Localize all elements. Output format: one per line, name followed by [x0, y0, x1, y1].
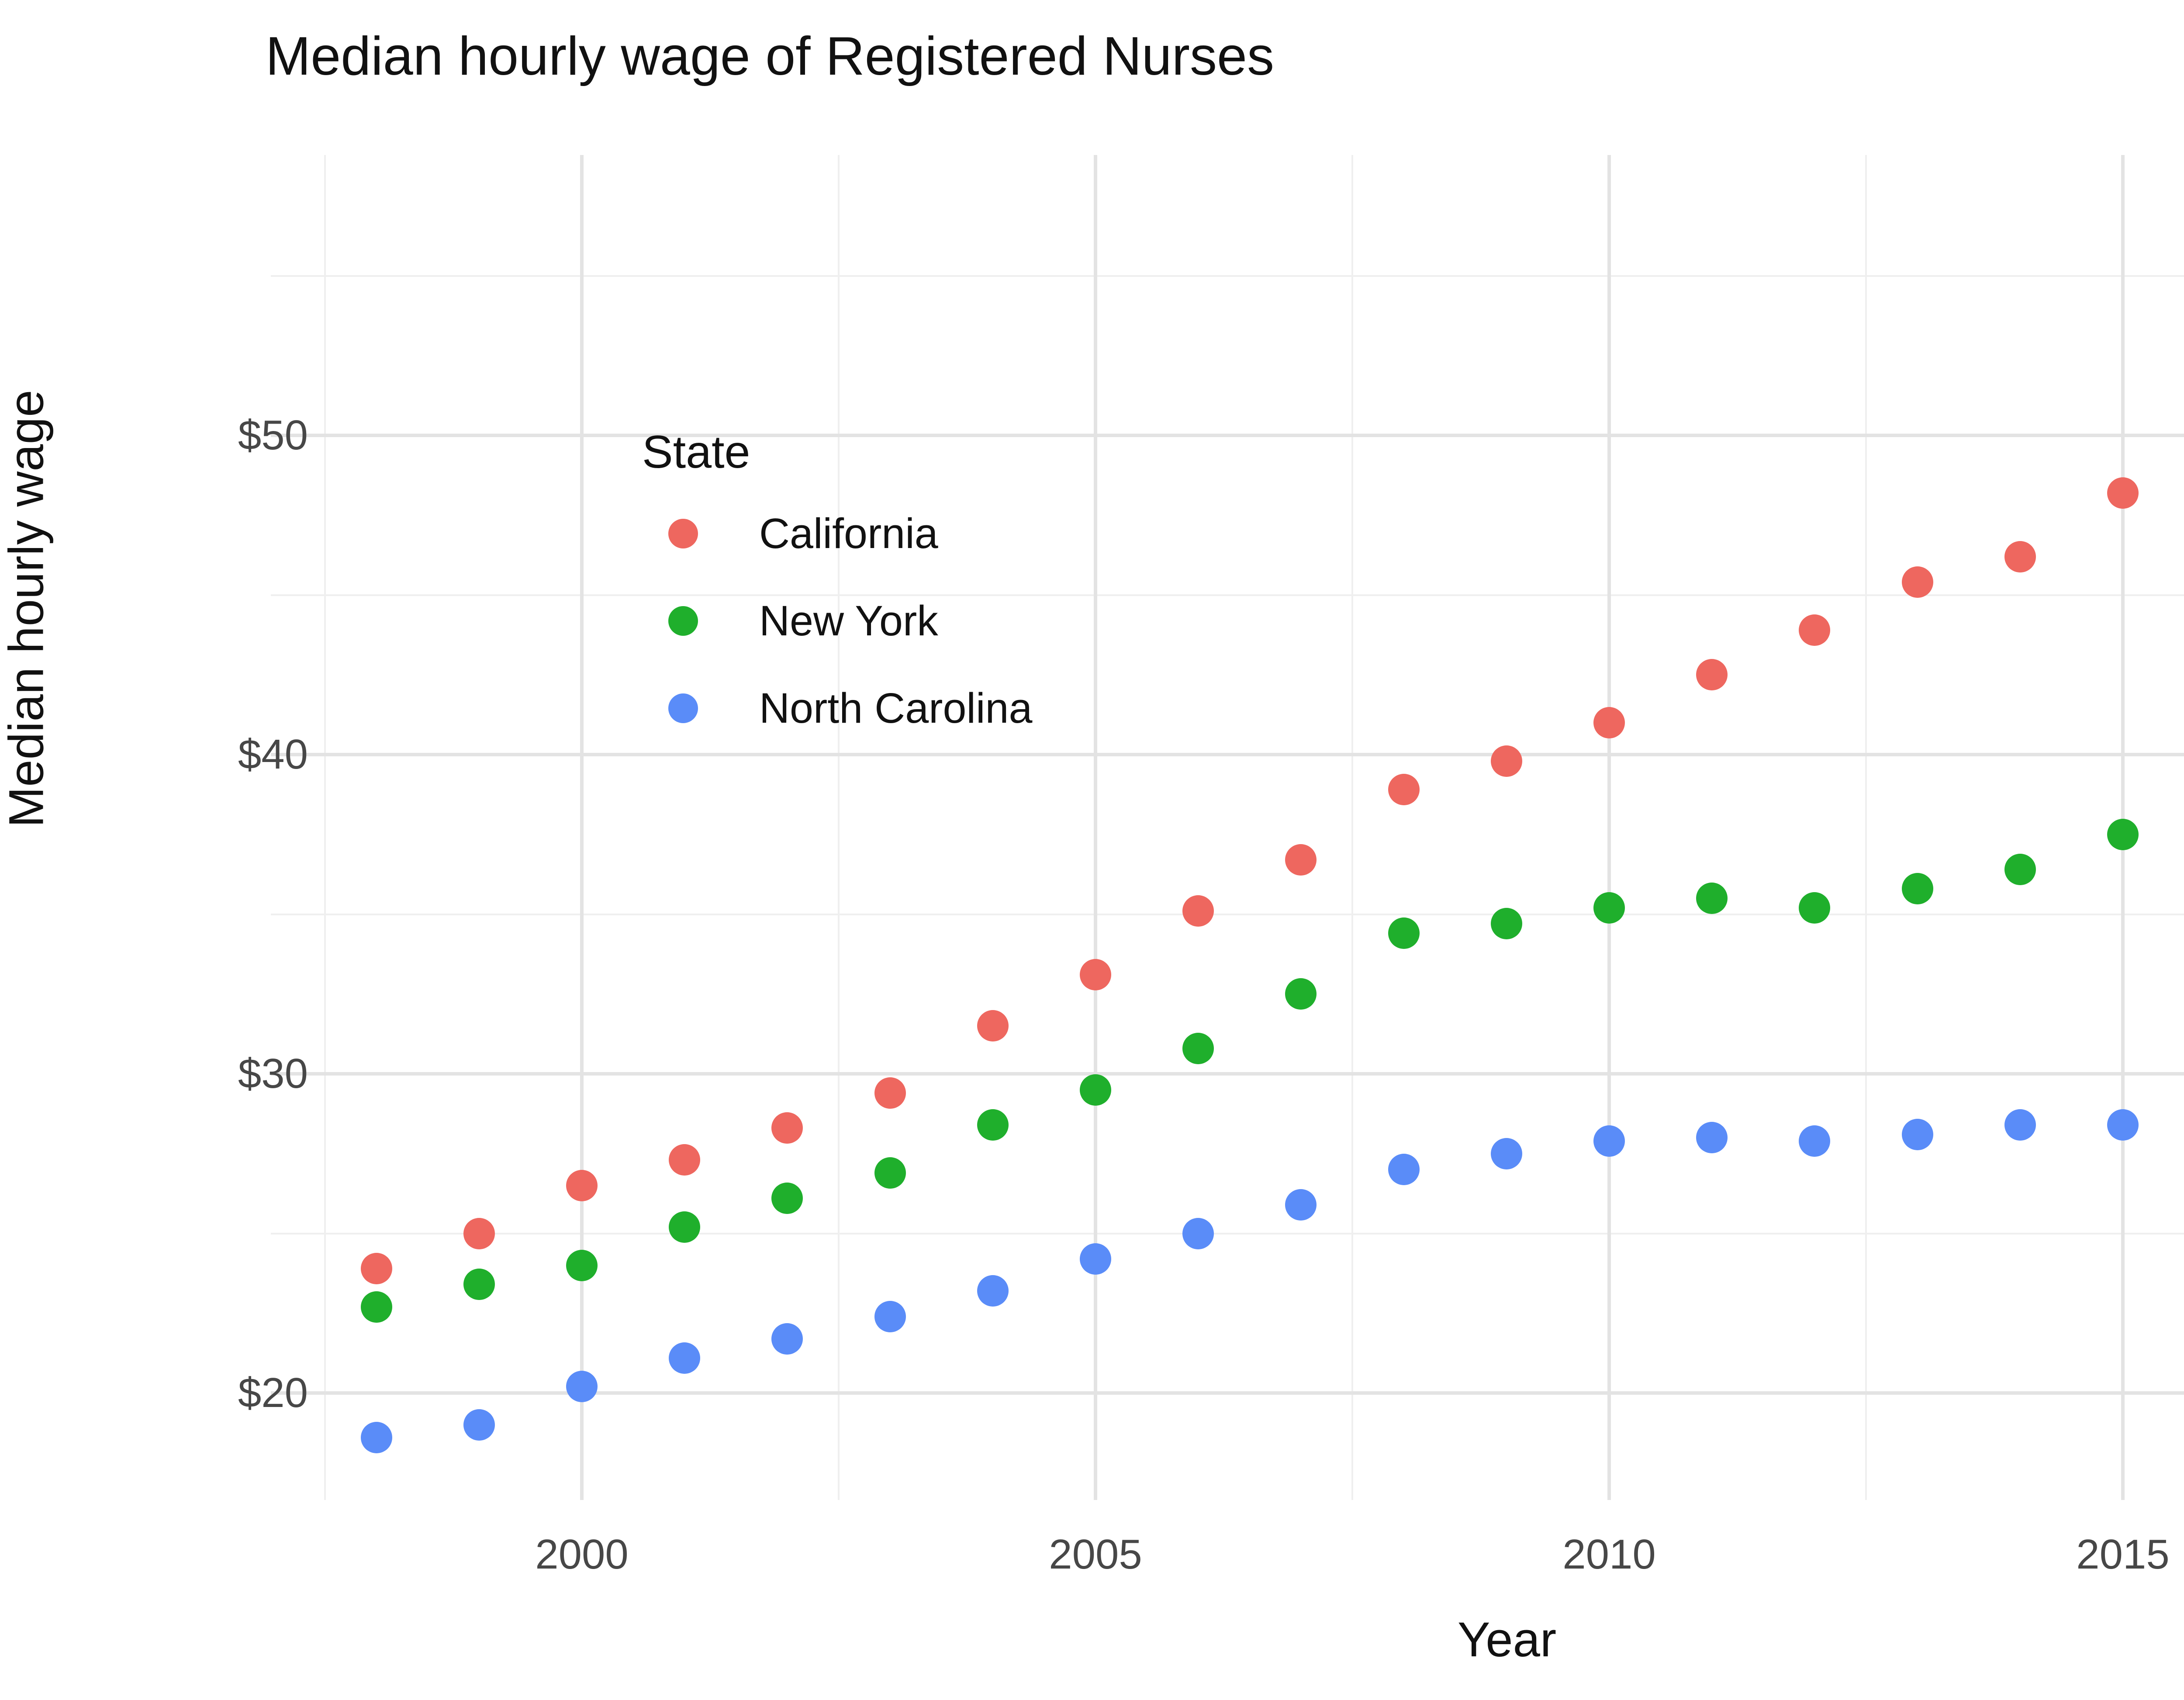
data-point: [1799, 1125, 1831, 1157]
data-point: [1490, 908, 1522, 940]
data-point: [977, 1010, 1009, 1042]
data-point: [1799, 892, 1831, 924]
x-tick-label: 2010: [1562, 1531, 1656, 1578]
data-point: [771, 1323, 803, 1355]
plot-panel: State California New York North Carolina: [271, 155, 2184, 1500]
data-point: [360, 1422, 392, 1454]
data-point: [566, 1249, 598, 1281]
data-point: [566, 1371, 598, 1403]
h-gridline-minor: [271, 594, 2184, 596]
legend-item: California: [642, 510, 1032, 557]
data-point: [463, 1269, 495, 1300]
v-gridline-minor: [838, 155, 840, 1500]
data-point: [360, 1291, 392, 1323]
h-gridline-major: [271, 434, 2184, 437]
data-point: [1593, 707, 1625, 738]
data-point: [2107, 818, 2139, 850]
data-point: [2107, 477, 2139, 509]
y-axis-title: Median hourly wage: [0, 390, 54, 828]
y-tick-label: $30: [238, 1050, 308, 1097]
h-gridline-major: [271, 1391, 2184, 1395]
legend-title: State: [642, 426, 750, 478]
data-point: [1901, 566, 1933, 598]
data-point: [1901, 1118, 1933, 1150]
data-point: [977, 1275, 1009, 1307]
data-point: [1182, 1217, 1214, 1249]
h-gridline-minor: [271, 275, 2184, 277]
data-point: [874, 1157, 906, 1189]
x-tick-label: 2005: [1049, 1531, 1142, 1578]
data-point: [463, 1217, 495, 1249]
chart-title: Median hourly wage of Registered Nurses: [266, 26, 1274, 86]
data-point: [2004, 854, 2036, 886]
data-point: [1901, 873, 1933, 905]
x-tick-label: 2015: [2076, 1531, 2170, 1578]
data-point: [874, 1300, 906, 1332]
data-point: [1388, 774, 1420, 806]
data-point: [566, 1169, 598, 1201]
data-point: [874, 1077, 906, 1109]
data-point: [669, 1342, 701, 1374]
legend-item: North Carolina: [642, 684, 1032, 732]
v-gridline-major: [1607, 155, 1611, 1500]
data-point: [2004, 1109, 2036, 1141]
legend-item-label: North Carolina: [759, 684, 1033, 732]
data-point: [1080, 1243, 1111, 1275]
data-point: [360, 1252, 392, 1284]
data-point: [771, 1183, 803, 1214]
y-tick-label: $40: [238, 731, 308, 778]
legend-item-label: New York: [759, 597, 938, 645]
v-gridline-major: [580, 155, 584, 1500]
data-point: [2004, 541, 2036, 572]
v-gridline-major: [1094, 155, 1097, 1500]
v-gridline-minor: [1865, 155, 1867, 1500]
h-gridline-minor: [271, 1232, 2184, 1234]
v-gridline-minor: [1351, 155, 1353, 1500]
data-point: [1388, 917, 1420, 949]
data-point: [1593, 892, 1625, 924]
data-point: [1182, 1032, 1214, 1064]
legend-item: New York: [642, 597, 1032, 645]
data-point: [1285, 1189, 1317, 1221]
data-point: [1080, 959, 1111, 991]
data-point: [669, 1211, 701, 1243]
h-gridline-major: [271, 753, 2184, 756]
data-point: [1285, 844, 1317, 876]
data-point: [1593, 1125, 1625, 1157]
data-point: [2107, 1109, 2139, 1141]
h-gridline-major: [271, 1072, 2184, 1076]
data-point: [1285, 978, 1317, 1010]
h-gridline-minor: [271, 913, 2184, 915]
data-point: [669, 1144, 701, 1176]
legend-swatch: [668, 519, 698, 548]
legend-swatch: [668, 606, 698, 636]
legend: State California New York North Carolina: [642, 426, 1032, 780]
data-point: [463, 1409, 495, 1441]
legend-item-label: California: [759, 510, 938, 557]
legend-items: California New York North Carolina: [642, 510, 1032, 732]
data-point: [1799, 614, 1831, 646]
x-tick-label: 2000: [535, 1531, 629, 1578]
data-point: [1696, 659, 1728, 691]
data-point: [1696, 1122, 1728, 1154]
data-point: [771, 1112, 803, 1144]
data-point: [1490, 1138, 1522, 1169]
data-point: [1080, 1074, 1111, 1106]
y-tick-label: $20: [238, 1369, 308, 1416]
data-point: [1696, 882, 1728, 914]
data-point: [1490, 745, 1522, 777]
y-tick-label: $50: [238, 412, 308, 459]
legend-swatch: [668, 693, 698, 723]
x-axis-title: Year: [1457, 1612, 1557, 1667]
data-point: [1182, 895, 1214, 927]
data-point: [1388, 1154, 1420, 1186]
data-point: [977, 1109, 1009, 1141]
v-gridline-minor: [324, 155, 326, 1500]
